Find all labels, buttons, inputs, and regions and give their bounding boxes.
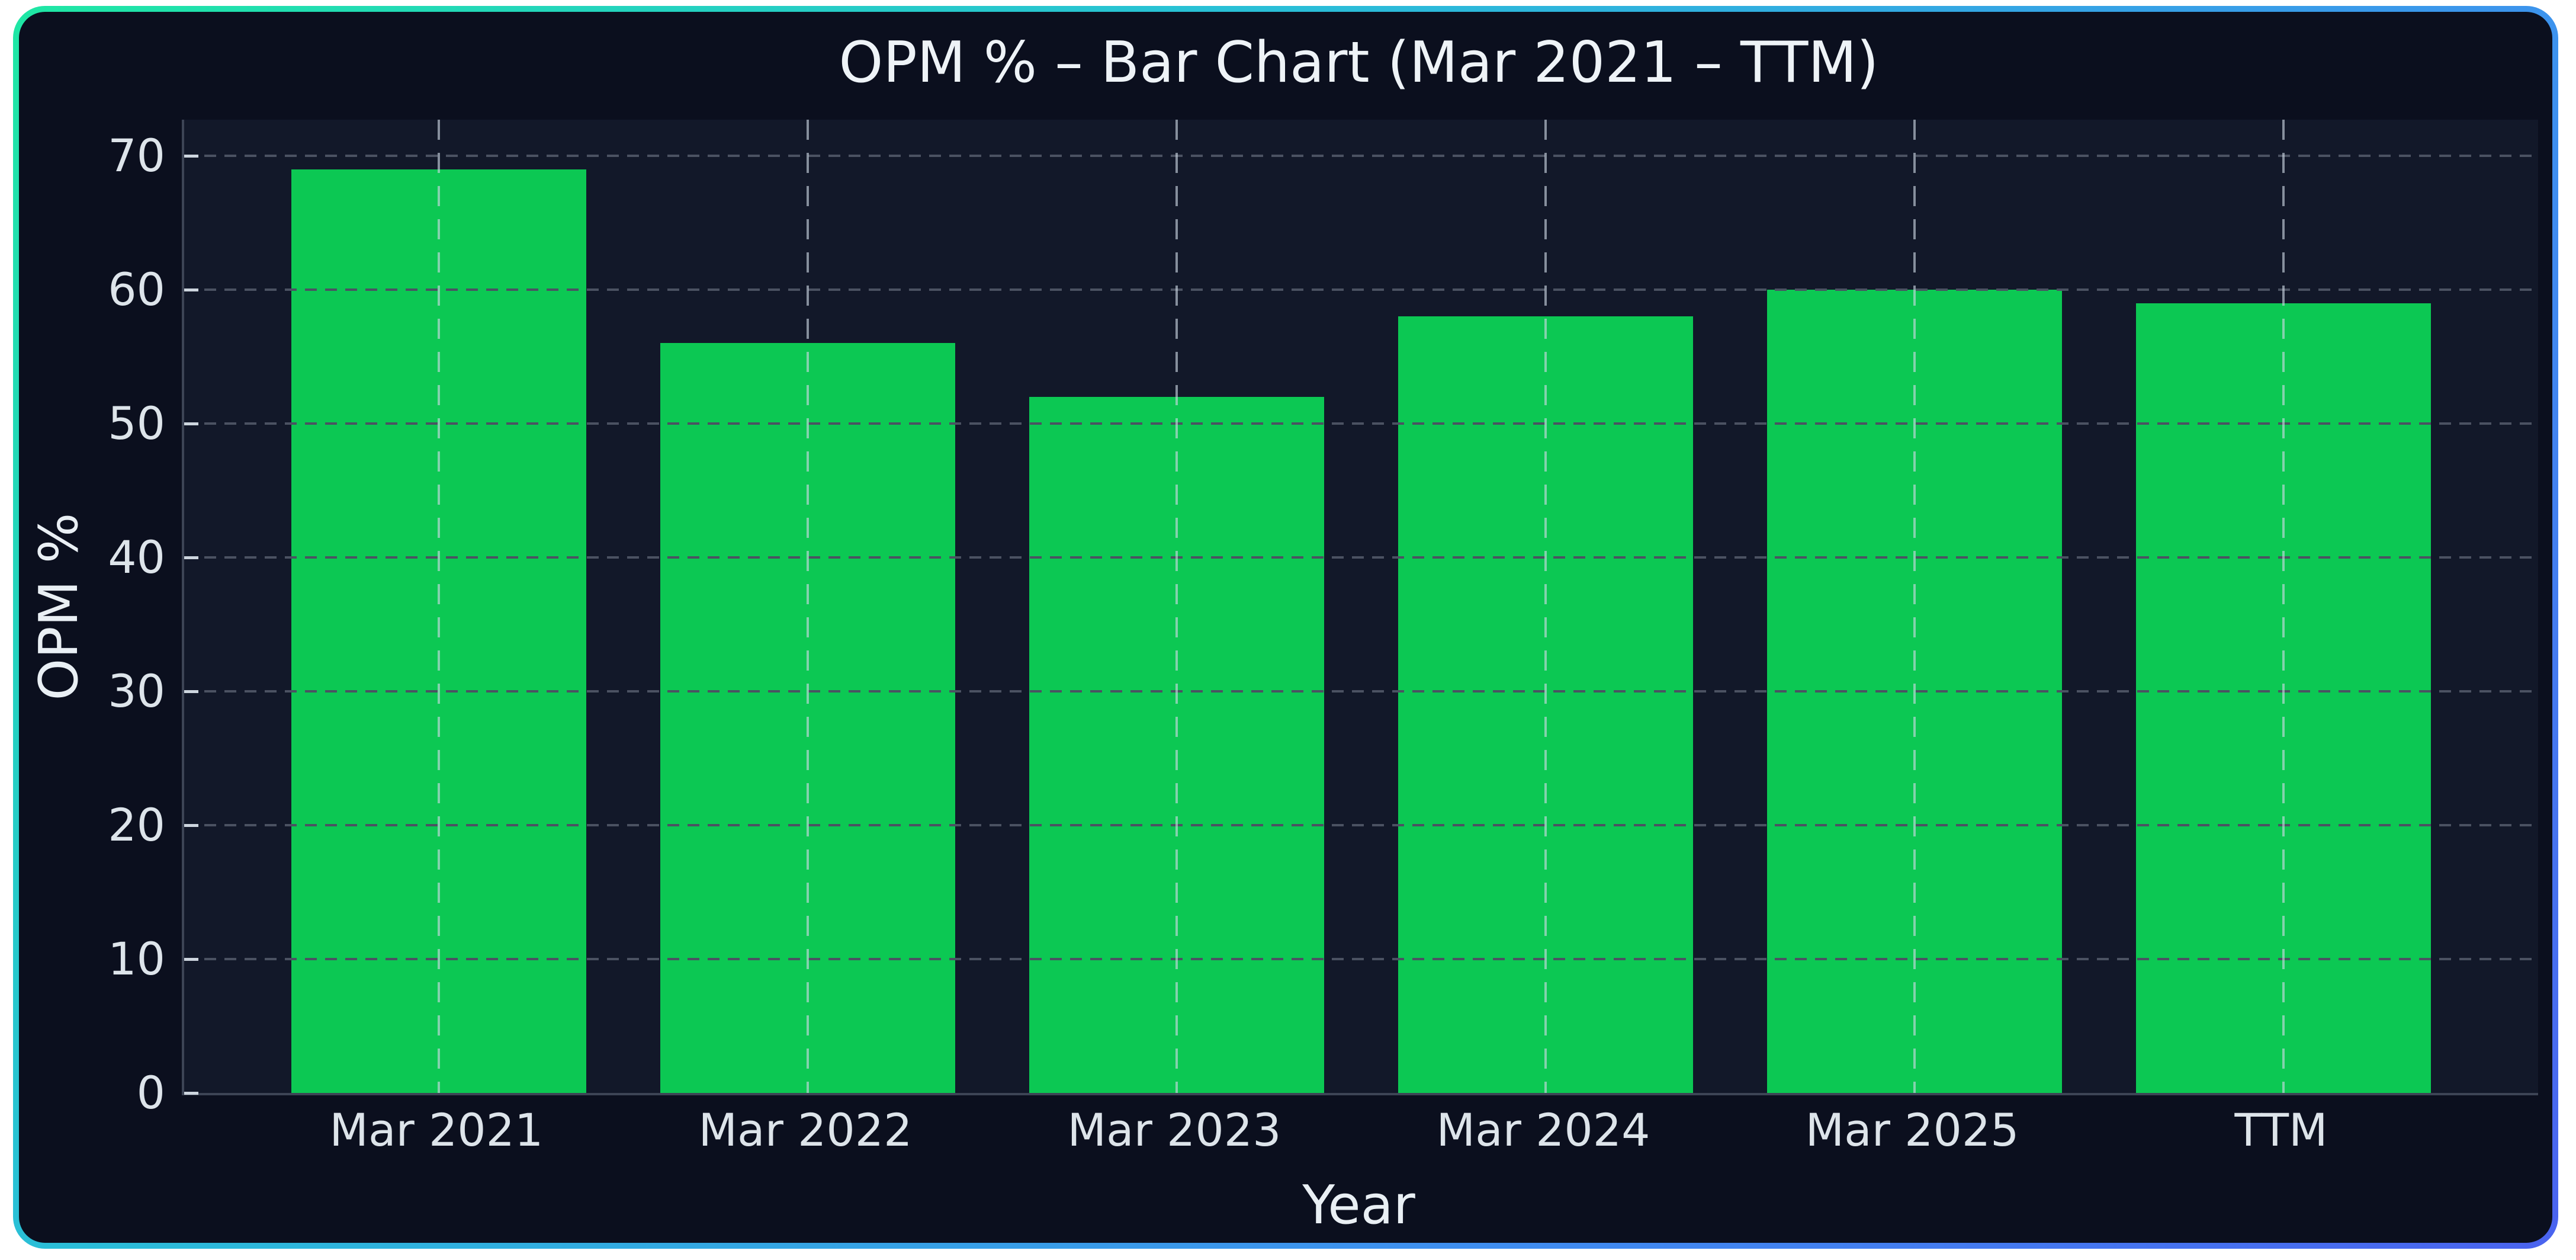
y-gridline-10	[184, 958, 2538, 960]
chart-title: OPM % – Bar Chart (Mar 2021 – TTM)	[839, 30, 1879, 95]
x-axis-label: Year	[1302, 1174, 1415, 1236]
plot-area	[182, 120, 2538, 1095]
y-tick-mark-10	[184, 958, 198, 961]
y-tick-mark-50	[184, 422, 198, 425]
y-gridline-30	[184, 690, 2538, 692]
x-tick-label-ttm: TTM	[2234, 1104, 2328, 1156]
x-gridline-5	[1913, 120, 1916, 1093]
chart-figure: OPM % – Bar Chart (Mar 2021 – TTM) 0 10 20…	[19, 12, 2552, 1243]
y-tick-label-20: 20	[108, 799, 165, 851]
y-tick-mark-0	[184, 1092, 198, 1095]
x-tick-label-mar-2021: Mar 2021	[329, 1104, 544, 1156]
y-gridline-20	[184, 824, 2538, 826]
y-tick-label-0: 0	[136, 1066, 165, 1119]
y-axis-label: OPM %	[28, 512, 90, 700]
y-tick-label-50: 50	[108, 397, 165, 450]
y-tick-mark-30	[184, 690, 198, 693]
y-tick-mark-60	[184, 288, 198, 292]
y-tick-label-30: 30	[108, 665, 165, 717]
x-tick-label-mar-2023: Mar 2023	[1067, 1104, 1281, 1156]
y-gridline-60	[184, 288, 2538, 291]
y-gridline-40	[184, 556, 2538, 559]
y-tick-label-10: 10	[108, 932, 165, 985]
y-gridline-50	[184, 422, 2538, 425]
x-gridline-2	[806, 120, 809, 1093]
x-gridline-3	[1175, 120, 1178, 1093]
y-tick-label-40: 40	[108, 531, 165, 583]
x-tick-label-mar-2022: Mar 2022	[698, 1104, 913, 1156]
y-tick-mark-70	[184, 155, 198, 158]
y-tick-mark-20	[184, 824, 198, 827]
y-gridline-70	[184, 155, 2538, 158]
chart-card-gradient-border: OPM % – Bar Chart (Mar 2021 – TTM) 0 10 20…	[13, 6, 2558, 1249]
x-gridline-4	[1544, 120, 1547, 1093]
x-gridline-1	[437, 120, 440, 1093]
x-tick-label-mar-2025: Mar 2025	[1805, 1104, 2019, 1156]
x-tick-label-mar-2024: Mar 2024	[1436, 1104, 1650, 1156]
x-gridline-6	[2282, 120, 2285, 1093]
y-tick-mark-40	[184, 556, 198, 559]
y-tick-label-60: 60	[108, 263, 165, 316]
y-tick-label-70: 70	[108, 129, 165, 182]
